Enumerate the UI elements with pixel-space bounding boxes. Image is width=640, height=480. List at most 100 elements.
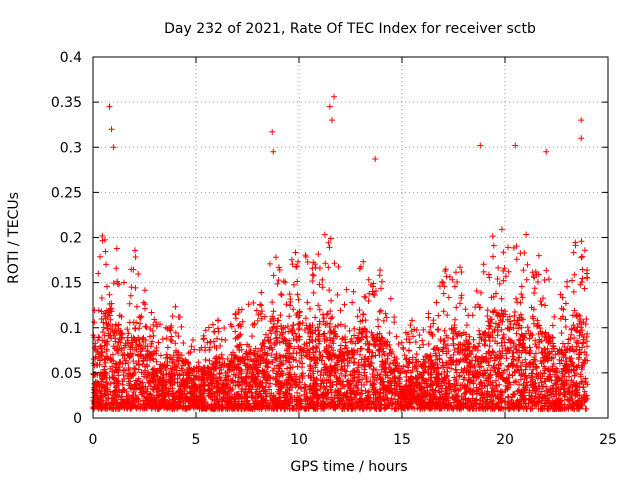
data-point (286, 350, 293, 357)
data-point (163, 335, 170, 342)
data-point (304, 259, 311, 266)
data-point (324, 310, 331, 317)
data-point (321, 361, 328, 368)
data-point (433, 352, 440, 359)
data-point (584, 330, 591, 337)
data-point (577, 316, 584, 323)
data-point (135, 358, 142, 365)
data-point (109, 368, 116, 375)
data-point (125, 330, 132, 337)
data-point (228, 351, 235, 358)
data-point (135, 375, 142, 382)
data-point (509, 363, 516, 370)
data-point (478, 353, 485, 360)
data-point (174, 354, 181, 361)
data-point (309, 338, 316, 345)
data-point (252, 345, 259, 352)
data-point (103, 346, 110, 353)
data-point (266, 260, 273, 267)
data-point (274, 323, 281, 330)
data-point (234, 355, 241, 362)
data-point (580, 319, 587, 326)
data-point (96, 334, 103, 341)
data-point (538, 388, 545, 395)
data-point (480, 261, 487, 268)
data-point (366, 290, 373, 297)
data-point (159, 336, 166, 343)
data-point (510, 356, 517, 363)
data-point (228, 367, 235, 374)
data-point (137, 353, 144, 360)
data-point (541, 352, 548, 359)
data-point (365, 276, 372, 283)
data-point (232, 328, 239, 335)
data-point (277, 291, 284, 298)
data-point (330, 347, 337, 354)
data-point (94, 348, 101, 355)
data-point (559, 313, 566, 320)
data-point (103, 261, 110, 268)
data-point (120, 372, 127, 379)
data-point (524, 261, 531, 268)
data-point (282, 389, 289, 396)
data-point (233, 315, 240, 322)
data-point (430, 320, 437, 327)
data-point (535, 252, 542, 259)
data-point (509, 350, 516, 357)
data-point (549, 322, 556, 329)
data-point (579, 253, 586, 260)
data-point (127, 385, 134, 392)
data-point (534, 278, 541, 285)
data-point (284, 395, 291, 402)
data-point (503, 350, 510, 357)
data-point (309, 271, 316, 278)
data-point (498, 326, 505, 333)
data-point (467, 377, 474, 384)
data-point (332, 387, 339, 394)
data-point (215, 380, 222, 387)
data-point (374, 372, 381, 379)
data-point (362, 333, 369, 340)
data-point (372, 343, 379, 350)
data-point (221, 324, 228, 331)
data-point (293, 263, 300, 270)
data-point (420, 341, 427, 348)
data-point (532, 363, 539, 370)
data-point (440, 290, 447, 297)
data-point (111, 330, 118, 337)
data-point (484, 313, 491, 320)
data-point (320, 331, 327, 338)
data-point (452, 269, 459, 276)
data-point (304, 299, 311, 306)
data-point (403, 355, 410, 362)
data-point (465, 312, 472, 319)
data-point (294, 363, 301, 370)
data-point (356, 376, 363, 383)
data-point (298, 347, 305, 354)
data-point (286, 302, 293, 309)
data-point (578, 238, 585, 245)
data-point (382, 310, 389, 317)
data-point (403, 362, 410, 369)
data-point (541, 277, 548, 284)
data-point (436, 283, 443, 290)
data-point (321, 231, 328, 238)
data-point (310, 272, 317, 279)
data-point (512, 346, 519, 353)
data-point (505, 394, 512, 401)
data-point (172, 303, 179, 310)
data-point (543, 267, 550, 274)
data-point (362, 354, 369, 361)
data-point (517, 311, 524, 318)
data-point (130, 334, 137, 341)
data-point (115, 325, 122, 332)
data-point (364, 338, 371, 345)
data-point (391, 314, 398, 321)
data-point (532, 337, 539, 344)
data-point (242, 389, 249, 396)
data-point (267, 339, 274, 346)
data-point (120, 279, 127, 286)
data-point (563, 380, 570, 387)
data-point (376, 308, 383, 315)
data-point (270, 324, 277, 331)
